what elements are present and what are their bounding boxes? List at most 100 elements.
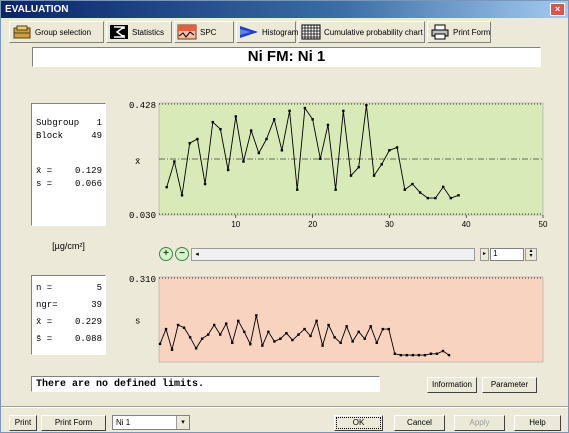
s-data-point: [261, 344, 264, 347]
xbar-data-point: [165, 185, 168, 189]
sbar-row: s̄ = 0.088: [36, 334, 102, 346]
chart-title: Ni FM: Ni 1: [32, 47, 541, 67]
s-data-point: [417, 353, 421, 357]
chart-navigation: + − ◂ ▸ 1 ▴ ▾: [157, 247, 543, 262]
ngr-row: ngr= 39: [36, 300, 102, 312]
xbar-data-point: [326, 123, 330, 127]
parameter-button[interactable]: Parameter: [482, 377, 537, 393]
zoom-out-button[interactable]: −: [175, 247, 189, 261]
s-data-point: [327, 323, 330, 327]
tab-cumulative-probability-chart[interactable]: Cumulative probability chart: [298, 21, 425, 43]
tab-label: Cumulative probability chart: [324, 27, 423, 37]
horizontal-scrollbar[interactable]: ◂: [191, 248, 475, 261]
printer-icon: [431, 24, 449, 40]
apply-button[interactable]: Apply: [454, 415, 505, 431]
xbar-data-point: [273, 118, 276, 121]
tab-histogram[interactable]: Histogram: [236, 21, 298, 43]
xbarbar-value: 0.229: [74, 317, 102, 327]
xbar-data-point: [349, 174, 353, 177]
s-data-point: [279, 337, 282, 340]
spin-updown-button[interactable]: ▴ ▾: [525, 248, 537, 261]
s-row: s = 0.066: [36, 179, 102, 191]
xbar-value: 0.129: [74, 166, 102, 176]
sigma-icon: [110, 25, 128, 39]
zoom-in-button[interactable]: +: [159, 247, 173, 261]
xbar-data-point: [457, 194, 460, 197]
s-data-point: [435, 352, 439, 355]
s-label: s =: [36, 179, 53, 189]
xbar-data-point: [265, 137, 268, 141]
xbar-data-point: [173, 160, 176, 163]
s-data-point: [170, 348, 174, 351]
s-data-point: [273, 340, 276, 343]
tab-label: SPC: [200, 27, 217, 37]
s-data-point: [267, 330, 270, 334]
group-selection-icon: [13, 25, 31, 39]
xbar-data-point: [441, 185, 445, 189]
help-button[interactable]: Help: [514, 415, 561, 431]
xbar-data-point: [334, 188, 337, 191]
ok-button[interactable]: OK: [334, 415, 383, 431]
s-data-point: [164, 327, 168, 331]
xbar-data-point: [365, 104, 368, 107]
subgroup-spin-input[interactable]: 1: [490, 248, 524, 261]
tab-group-selection[interactable]: Group selection: [9, 21, 104, 43]
subgroup-spinner: ▸ 1 ▴ ▾: [480, 247, 538, 262]
title-bar: EVALUATION ×: [1, 1, 568, 18]
print-button[interactable]: Print: [9, 415, 37, 431]
xbar-data-point: [211, 120, 214, 124]
ngr-label: ngr=: [36, 300, 58, 310]
tab-spc[interactable]: SPC: [174, 21, 234, 43]
xbar-x-tick-label: 30: [385, 220, 394, 229]
xbar-data-point: [257, 151, 261, 155]
n-value: 5: [96, 283, 102, 293]
tab-statistics[interactable]: Statistics: [106, 21, 172, 43]
xbarbar-label: x̄̄ =: [36, 317, 53, 327]
subgroup-label: Subgroup: [36, 118, 80, 128]
s-data-point: [375, 341, 378, 345]
xbar-data-point: [203, 182, 207, 186]
block-label: Block: [36, 131, 64, 141]
xbar-data-point: [380, 163, 383, 166]
s-data-point: [321, 344, 324, 347]
s-data-point: [303, 327, 306, 331]
cancel-button[interactable]: Cancel: [394, 415, 445, 431]
chevron-down-icon[interactable]: ▾: [176, 416, 189, 429]
s-data-point: [219, 333, 222, 336]
xbar-series-label: x̄: [135, 157, 140, 167]
s-data-point: [339, 341, 342, 345]
s-data-point: [206, 333, 210, 336]
probability-grid-icon: [301, 24, 321, 40]
scroll-left-icon[interactable]: ◂: [195, 251, 199, 258]
xbar-data-point: [395, 146, 399, 149]
row-select[interactable]: Ni 1 ▾: [112, 415, 190, 430]
row-select-value: Ni 1: [116, 418, 131, 427]
s-data-point: [405, 353, 409, 357]
close-button[interactable]: ×: [550, 3, 565, 16]
xbar-data-point: [426, 196, 429, 200]
xbar-data-point: [280, 149, 284, 152]
xbar-label: x̄ =: [36, 166, 53, 176]
s-data-point: [243, 330, 246, 334]
xbar-data-point: [234, 115, 237, 118]
subgroup-row: Subgroup 1: [36, 118, 102, 130]
s-data-point: [309, 334, 312, 338]
n-label: n =: [36, 283, 53, 293]
s-data-point: [225, 322, 228, 325]
ngr-value: 39: [91, 300, 102, 310]
s-y-tick-label: 0.310: [129, 275, 156, 285]
spin-next-button[interactable]: ▸: [480, 248, 489, 261]
s-data-point: [381, 327, 384, 331]
xbar-data-point: [242, 160, 245, 163]
print-form-button[interactable]: Print Form: [41, 415, 106, 431]
s-data-point: [231, 341, 234, 345]
subgroup-info-panel: Subgroup 1 Block 49 x̄ = 0.129 s = 0.066: [31, 103, 106, 226]
tab-print-form[interactable]: Print Form: [427, 21, 491, 43]
information-button[interactable]: Information: [427, 377, 477, 393]
xbar-y-tick-label: 0.428: [129, 101, 156, 111]
xbar-x-tick-label: 40: [462, 220, 471, 229]
xbar-data-point: [342, 109, 345, 113]
s-data-point: [423, 353, 427, 357]
xbar-data-point: [311, 118, 314, 121]
